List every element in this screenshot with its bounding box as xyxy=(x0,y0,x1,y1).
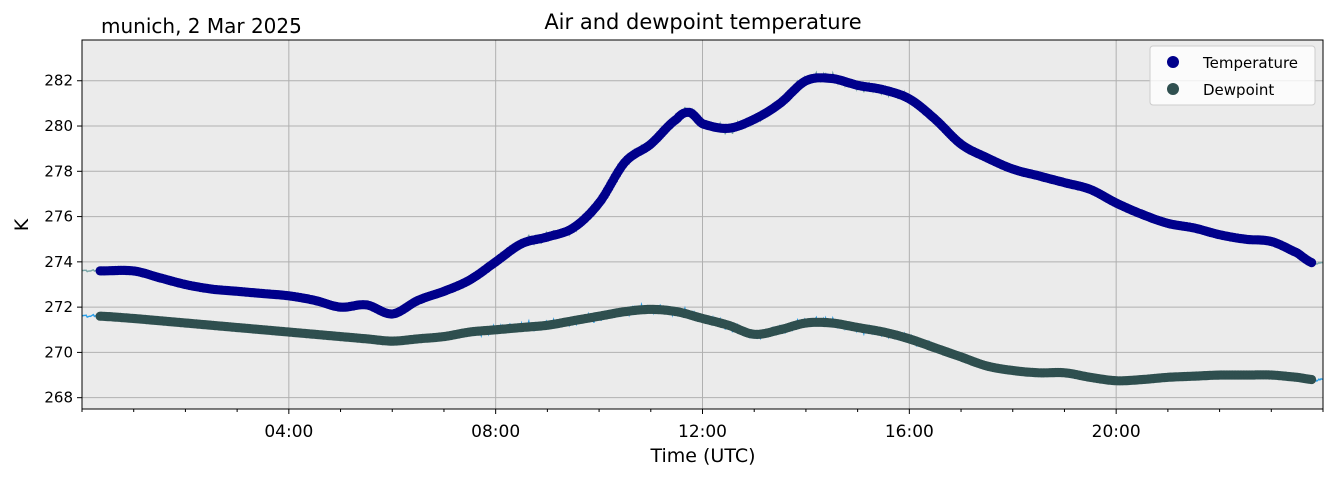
x-tick-label: 12:00 xyxy=(678,422,727,442)
x-axis-label: Time (UTC) xyxy=(649,445,755,467)
x-tick-label: 04:00 xyxy=(264,422,313,442)
y-tick-label: 276 xyxy=(44,208,73,226)
x-tick-label: 16:00 xyxy=(885,422,934,442)
data-point-dewpoint xyxy=(1307,374,1317,385)
marker-group-dewpoint xyxy=(95,304,1317,386)
legend-marker-dewpoint xyxy=(1167,83,1179,95)
y-tick-label: 278 xyxy=(44,162,73,180)
axis-ticks: 04:00 08:00 12:00 16:00 20:00 268 270 272 274 276… xyxy=(44,72,1324,442)
x-tick-label: 20:00 xyxy=(1092,422,1141,442)
legend-box xyxy=(1149,45,1316,106)
y-tick-label: 280 xyxy=(44,117,73,135)
y-tick-label: 282 xyxy=(44,72,73,90)
legend-marker-temperature xyxy=(1167,56,1179,68)
x-tick-label: 08:00 xyxy=(471,422,520,442)
legend-label-temperature: Temperature xyxy=(1202,54,1298,72)
y-axis-label: K xyxy=(11,218,33,231)
marker-group-temperature xyxy=(95,73,1317,319)
legend-label-dewpoint: Dewpoint xyxy=(1203,81,1274,99)
y-tick-label: 274 xyxy=(44,253,73,271)
chart-subtitle: munich, 2 Mar 2025 xyxy=(101,14,302,38)
y-tick-label: 272 xyxy=(44,298,73,316)
data-point-temperature xyxy=(1307,258,1317,268)
legend: Temperature Dewpoint xyxy=(1149,45,1316,106)
series-markers xyxy=(95,73,1317,386)
chart-title: Air and dewpoint temperature xyxy=(544,10,861,34)
y-tick-label: 268 xyxy=(44,389,73,407)
y-tick-label: 270 xyxy=(44,343,73,361)
grid-lines xyxy=(82,40,1323,409)
